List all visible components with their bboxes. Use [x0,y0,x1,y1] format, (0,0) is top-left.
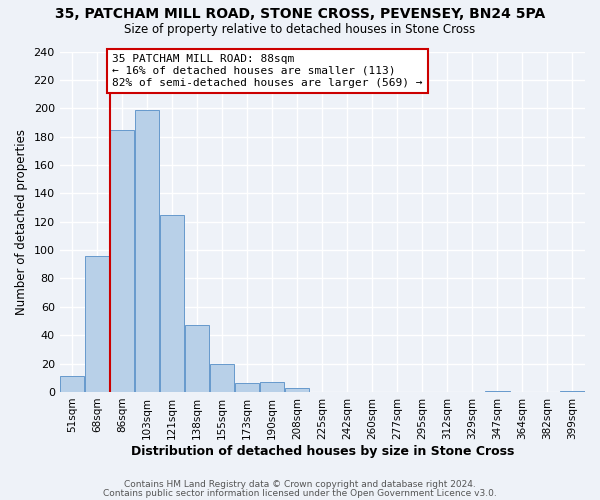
Bar [110,130,134,392]
Text: 35 PATCHAM MILL ROAD: 88sqm
← 16% of detached houses are smaller (113)
82% of se: 35 PATCHAM MILL ROAD: 88sqm ← 16% of det… [112,54,423,88]
Bar [160,214,184,392]
Bar [210,364,235,392]
Bar [260,382,284,392]
Text: Contains public sector information licensed under the Open Government Licence v3: Contains public sector information licen… [103,488,497,498]
Bar [235,384,259,392]
Text: Contains HM Land Registry data © Crown copyright and database right 2024.: Contains HM Land Registry data © Crown c… [124,480,476,489]
Text: Size of property relative to detached houses in Stone Cross: Size of property relative to detached ho… [124,22,476,36]
Y-axis label: Number of detached properties: Number of detached properties [15,128,28,314]
Bar [485,390,509,392]
Bar [185,326,209,392]
Text: 35, PATCHAM MILL ROAD, STONE CROSS, PEVENSEY, BN24 5PA: 35, PATCHAM MILL ROAD, STONE CROSS, PEVE… [55,8,545,22]
Bar [135,110,160,392]
Bar [85,256,109,392]
Bar [285,388,310,392]
X-axis label: Distribution of detached houses by size in Stone Cross: Distribution of detached houses by size … [131,444,514,458]
Bar [60,376,85,392]
Bar [560,390,584,392]
